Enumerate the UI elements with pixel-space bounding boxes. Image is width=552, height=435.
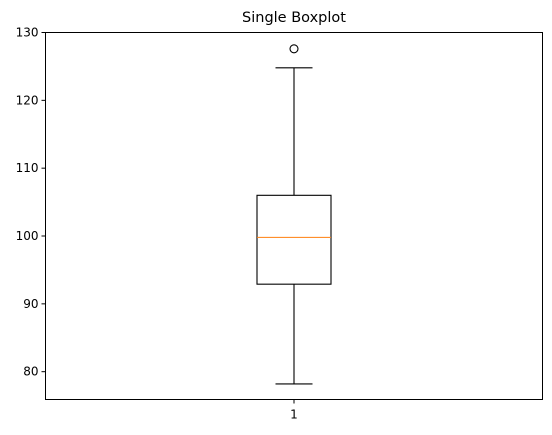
y-tick-label: 110 xyxy=(16,161,39,175)
x-axis: 1 xyxy=(290,399,298,422)
iqr-box xyxy=(256,194,332,285)
y-tick-label: 100 xyxy=(16,229,39,243)
x-tick-label: 1 xyxy=(290,408,298,422)
chart-title: Single Boxplot xyxy=(242,10,346,26)
y-axis: 80 90 100 110 120 130 xyxy=(16,26,46,379)
y-tick-label: 130 xyxy=(16,26,39,40)
outlier-point xyxy=(289,44,299,54)
y-tick-label: 90 xyxy=(23,297,38,311)
y-tick-label: 120 xyxy=(16,93,39,107)
y-tick-label: 80 xyxy=(23,365,38,379)
box-series xyxy=(256,44,332,385)
